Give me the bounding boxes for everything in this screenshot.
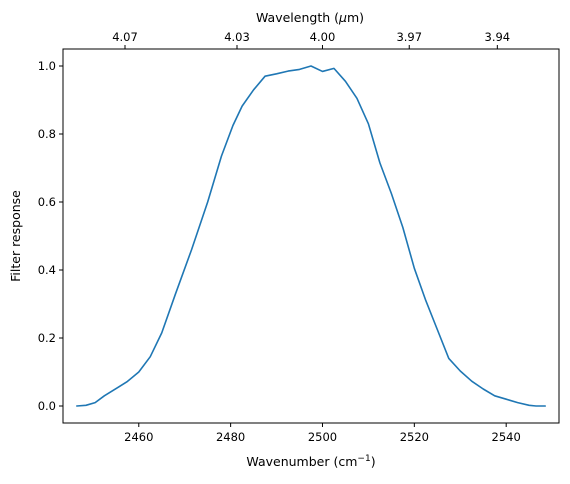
- series-layer: [75, 65, 547, 407]
- series-line-0: [75, 65, 547, 407]
- y-tick-label-0.4: 0.4: [38, 263, 56, 277]
- top-tick-label-3.94: 3.94: [485, 30, 511, 44]
- y-tick-label-0.0: 0.0: [38, 399, 56, 413]
- x-tick-label-2540: 2540: [492, 430, 521, 444]
- plot-background: [63, 49, 559, 423]
- top-x-axis-label-tail: m): [347, 10, 364, 25]
- x-tick-label-2520: 2520: [400, 430, 429, 444]
- y-tick-label-0.2: 0.2: [38, 331, 56, 345]
- x-tick-label-2460: 2460: [124, 430, 153, 444]
- top-tick-label-4.03: 4.03: [224, 30, 250, 44]
- x-axis-label-close: ): [371, 454, 376, 469]
- top-tick-label-4.00: 4.00: [310, 30, 336, 44]
- top-x-axis-label-text: Wavelength (: [256, 10, 339, 25]
- top-x-axis-label: Wavelength (μm): [256, 10, 364, 25]
- left-y-axis: 0.0 0.2 0.4 0.6 0.8 1.0: [38, 59, 63, 413]
- bottom-x-axis: 2460 2480 2500 2520 2540: [124, 423, 521, 444]
- y-tick-label-1.0: 1.0: [38, 59, 56, 73]
- top-tick-label-3.97: 3.97: [396, 30, 422, 44]
- x-axis-label-text: Wavenumber (cm: [246, 454, 357, 469]
- top-x-axis-label-mu: μ: [338, 10, 347, 25]
- x-tick-label-2480: 2480: [216, 430, 245, 444]
- x-tick-label-2500: 2500: [308, 430, 337, 444]
- plot-frame: [62, 48, 560, 424]
- y-tick-label-0.8: 0.8: [38, 127, 56, 141]
- y-axis-label: Filter response: [8, 190, 23, 282]
- x-axis-label: Wavenumber (cm−1): [246, 454, 375, 469]
- top-tick-label-4.07: 4.07: [112, 30, 138, 44]
- x-axis-label-superscript: −1: [357, 454, 370, 464]
- top-x-axis: 4.07 4.03 4.00 3.97 3.94: [112, 30, 510, 49]
- y-tick-label-0.6: 0.6: [38, 195, 56, 209]
